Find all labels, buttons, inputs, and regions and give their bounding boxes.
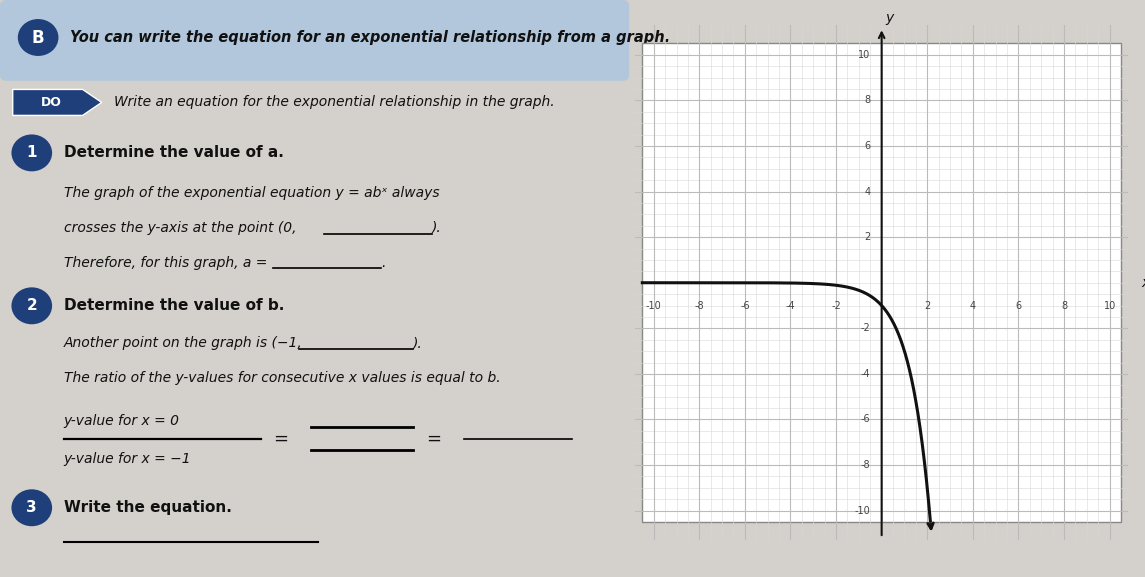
Text: The graph of the exponential equation y = abˣ always: The graph of the exponential equation y … [64,186,440,200]
Polygon shape [13,89,102,115]
Text: 2: 2 [924,301,931,311]
Text: 4: 4 [864,186,870,197]
Text: 2: 2 [26,298,37,313]
Text: 2: 2 [864,232,870,242]
Text: -10: -10 [854,505,870,516]
Text: =: = [274,429,289,448]
Text: 1: 1 [26,145,37,160]
Text: y-value for x = 0: y-value for x = 0 [64,414,180,428]
Text: -10: -10 [646,301,662,311]
Text: ).: ). [432,221,442,235]
Text: Determine the value of a.: Determine the value of a. [64,145,284,160]
Circle shape [11,287,53,324]
Text: ).: ). [413,336,423,350]
Text: -8: -8 [695,301,704,311]
Text: -2: -2 [861,323,870,334]
Text: -4: -4 [861,369,870,379]
Text: 6: 6 [864,141,870,151]
Circle shape [18,19,58,56]
Text: -8: -8 [861,460,870,470]
Text: 10: 10 [858,50,870,60]
Circle shape [11,134,53,171]
Text: Therefore, for this graph, a =: Therefore, for this graph, a = [64,256,267,269]
Text: 8: 8 [864,95,870,106]
Text: =: = [426,429,441,448]
Text: B: B [32,28,45,47]
Text: x: x [1142,276,1145,290]
Text: The ratio of the y-values for consecutive x values is equal to b.: The ratio of the y-values for consecutiv… [64,371,500,385]
Text: Write the equation.: Write the equation. [64,500,231,515]
Text: 10: 10 [1104,301,1115,311]
Text: y: y [885,11,894,25]
Text: -4: -4 [785,301,796,311]
FancyBboxPatch shape [642,43,1121,522]
Text: .: . [381,256,386,269]
Circle shape [11,489,53,526]
Text: 4: 4 [970,301,976,311]
Text: DO: DO [40,96,62,109]
Text: Determine the value of b.: Determine the value of b. [64,298,284,313]
Text: 3: 3 [26,500,37,515]
Text: -6: -6 [861,414,870,425]
Text: -2: -2 [831,301,840,311]
Text: Another point on the graph is (−1,: Another point on the graph is (−1, [64,336,302,350]
FancyBboxPatch shape [0,0,629,81]
Text: 8: 8 [1061,301,1067,311]
Text: 6: 6 [1016,301,1021,311]
Text: -6: -6 [740,301,750,311]
Text: crosses the y-axis at the point (0,: crosses the y-axis at the point (0, [64,221,297,235]
Text: You can write the equation for an exponential relationship from a graph.: You can write the equation for an expone… [70,30,670,45]
Text: y-value for x = −1: y-value for x = −1 [64,452,191,466]
Text: Write an equation for the exponential relationship in the graph.: Write an equation for the exponential re… [114,95,555,110]
